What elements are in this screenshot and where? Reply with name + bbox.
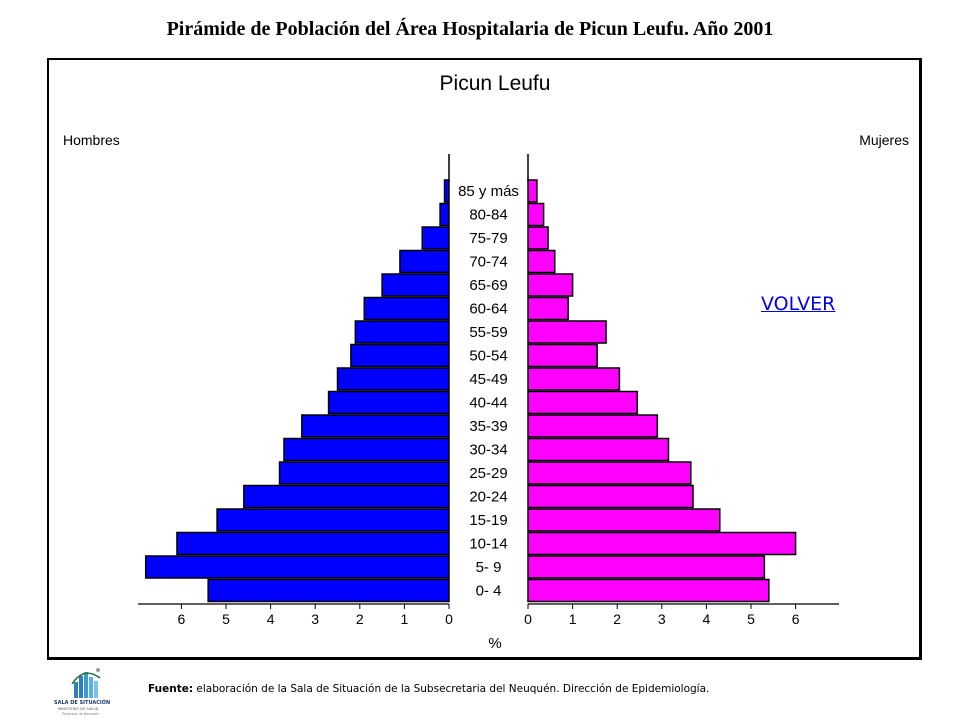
- age-group-label: 45-49: [469, 371, 507, 388]
- mujeres-series: [527, 179, 797, 603]
- mujeres-bar: [527, 343, 598, 368]
- mujeres-bar: [527, 249, 556, 274]
- age-group-label: 85 y más: [458, 183, 519, 200]
- age-group-label: 60-64: [469, 301, 507, 318]
- x-axis-label: %: [488, 635, 501, 652]
- hombres-bar: [243, 484, 450, 509]
- mujeres-bar: [527, 226, 549, 250]
- x-tick-label: 3: [658, 611, 666, 627]
- mujeres-bar: [527, 555, 766, 579]
- mujeres-bar: [527, 414, 659, 438]
- age-group-label: 50-54: [469, 348, 507, 365]
- mujeres-bar: [527, 296, 569, 321]
- x-tick-label: 0: [445, 611, 453, 627]
- mujeres-bar: [527, 320, 607, 344]
- hombres-bar: [336, 367, 450, 391]
- hombres-bar: [301, 414, 450, 438]
- source-label: Fuente:: [148, 683, 194, 695]
- mujeres-bar: [527, 273, 574, 297]
- x-tick-label: 6: [792, 611, 800, 627]
- logo-line-3: Provincia de Neuquén: [62, 712, 99, 716]
- slide-title: Pirámide de Población del Área Hospitala…: [166, 18, 774, 40]
- hombres-bar: [421, 226, 450, 250]
- mujeres-bar: [527, 367, 621, 391]
- hombres-bar: [399, 249, 450, 274]
- age-group-label: 70-74: [469, 254, 507, 271]
- hombres-bar: [363, 296, 450, 321]
- chart-title: Picun Leufu: [440, 72, 551, 95]
- age-group-label: 75-79: [469, 230, 507, 247]
- hombres-bar: [350, 343, 450, 368]
- logo-line-1: SALA DE SITUACIÓN: [54, 699, 110, 706]
- source-text: elaboración de la Sala de Situación de l…: [196, 683, 710, 695]
- age-group-label: 30-34: [469, 442, 507, 459]
- x-axes: 6 5 4 3 2 1 0 0 1 2 3 4 5 6: [138, 154, 839, 627]
- x-tick-label: 4: [703, 611, 711, 627]
- x-tick-label: 3: [311, 611, 319, 627]
- hombres-bar: [327, 390, 450, 415]
- volver-link[interactable]: VOLVER: [761, 293, 836, 315]
- hombres-bar: [216, 508, 450, 532]
- x-tick-label: 1: [401, 611, 409, 627]
- hombres-bar: [144, 555, 450, 579]
- x-tick-label: 0: [524, 611, 532, 627]
- sala-de-situacion-logo: SALA DE SITUACIÓN MINISTERIO DE SALUD Pr…: [54, 668, 110, 716]
- mujeres-bar: [527, 508, 721, 532]
- x-tick-label: 5: [747, 611, 755, 627]
- x-tick-label: 2: [613, 611, 621, 627]
- age-group-label: 10-14: [469, 536, 507, 553]
- chart-frame: Picun Leufu Hombres Mujeres 85 y más 80-8…: [47, 58, 922, 660]
- hombres-bar: [207, 578, 450, 603]
- hombres-label: Hombres: [63, 132, 120, 148]
- mujeres-bar: [527, 179, 538, 203]
- hombres-bar: [176, 531, 450, 556]
- age-group-label: 20-24: [469, 489, 507, 506]
- mujeres-bar: [527, 437, 670, 462]
- hombres-bar: [283, 437, 450, 462]
- population-pyramid-chart: Picun Leufu Hombres Mujeres 85 y más 80-8…: [63, 72, 909, 652]
- mujeres-bar: [527, 461, 692, 485]
- age-group-label: 65-69: [469, 277, 507, 294]
- x-tick-label: 6: [178, 611, 186, 627]
- x-tick-label: 5: [222, 611, 230, 627]
- logo-line-2: MINISTERIO DE SALUD: [58, 707, 99, 711]
- hombres-bar: [354, 320, 450, 344]
- x-tick-label: 4: [267, 611, 275, 627]
- hombres-bar: [443, 179, 450, 203]
- x-tick-label: 2: [356, 611, 364, 627]
- hombres-bar: [278, 461, 450, 485]
- hombres-bar: [439, 202, 450, 227]
- age-group-label: 5- 9: [476, 559, 502, 576]
- mujeres-bar: [527, 390, 639, 415]
- mujeres-bar: [527, 202, 545, 227]
- hombres-bar: [381, 273, 450, 297]
- age-group-label: 25-29: [469, 465, 507, 482]
- age-group-label: 35-39: [469, 418, 507, 435]
- hombres-series: [144, 179, 450, 603]
- age-group-label: 15-19: [469, 512, 507, 529]
- age-group-labels: 85 y más 80-84 75-79 70-74 65-69 60-64 55-59 50…: [458, 183, 519, 600]
- mujeres-label: Mujeres: [859, 132, 909, 148]
- mujeres-bar: [527, 531, 797, 556]
- source-note: Fuente: elaboración de la Sala de Situac…: [148, 683, 709, 695]
- age-group-label: 80-84: [469, 207, 507, 224]
- mujeres-bar: [527, 484, 694, 509]
- age-group-label: 40-44: [469, 395, 507, 412]
- age-group-label: 0- 4: [476, 583, 502, 600]
- x-tick-label: 1: [569, 611, 577, 627]
- mujeres-bar: [527, 578, 770, 603]
- age-group-label: 55-59: [469, 324, 507, 341]
